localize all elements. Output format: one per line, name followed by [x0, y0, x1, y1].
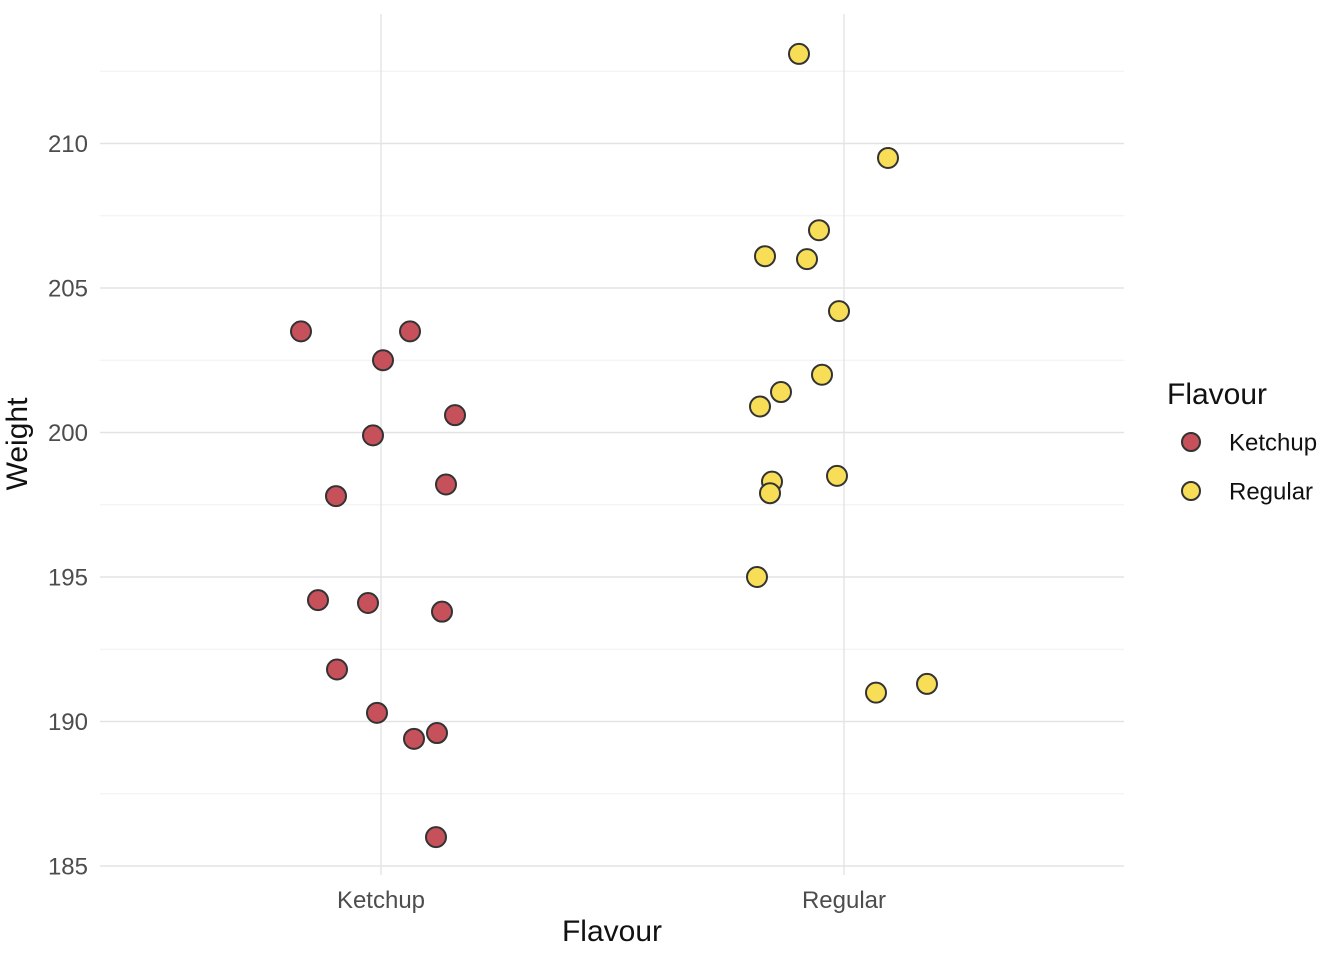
data-points — [290, 42, 938, 849]
data-point-regular — [828, 300, 850, 323]
y-tick-label: 190 — [48, 709, 88, 736]
data-point-regular — [826, 464, 848, 487]
data-point-ketchup — [366, 701, 388, 724]
y-axis-title: Weight — [1, 397, 34, 490]
data-point-regular — [788, 42, 810, 65]
data-point-regular — [808, 219, 830, 242]
y-tick-label: 205 — [48, 276, 88, 303]
x-axis-title: Flavour — [562, 915, 662, 948]
data-point-ketchup — [357, 592, 379, 615]
data-point-ketchup — [426, 722, 448, 745]
data-point-ketchup — [444, 404, 466, 427]
x-tick-label-ketchup: Ketchup — [337, 887, 425, 914]
data-point-regular — [746, 566, 768, 588]
data-point-ketchup — [435, 473, 457, 496]
data-point-ketchup — [403, 727, 425, 750]
x-tick-label-regular: Regular — [802, 887, 886, 914]
data-point-regular — [749, 395, 771, 418]
y-tick-label: 195 — [48, 565, 88, 592]
data-point-regular — [877, 146, 899, 169]
y-tick-label: 185 — [48, 854, 88, 881]
legend-key-regular-icon — [1181, 481, 1201, 501]
data-point-regular — [916, 672, 938, 695]
data-point-regular — [770, 381, 792, 404]
data-point-ketchup — [325, 485, 347, 508]
data-point-regular — [754, 245, 776, 268]
y-tick-label: 200 — [48, 420, 88, 447]
data-point-ketchup — [399, 320, 421, 343]
data-point-ketchup — [425, 826, 447, 849]
data-point-ketchup — [290, 320, 312, 343]
data-point-regular — [811, 363, 833, 386]
data-point-ketchup — [307, 589, 329, 612]
x-axis-tick-labels: Ketchup Regular — [337, 887, 886, 914]
legend-key-ketchup-icon — [1181, 432, 1201, 452]
legend-label-ketchup: Ketchup — [1229, 430, 1317, 457]
data-point-ketchup — [372, 349, 394, 372]
gridlines-minor — [100, 70, 1124, 795]
data-point-ketchup — [431, 600, 453, 623]
legend: Flavour Ketchup Regular — [1167, 378, 1317, 506]
data-point-regular — [796, 248, 818, 271]
y-tick-label: 210 — [48, 131, 88, 158]
y-axis-tick-labels: 185 190 195 200 205 210 — [48, 131, 88, 881]
data-point-ketchup — [326, 658, 348, 681]
data-point-regular — [865, 681, 887, 704]
legend-entries: Ketchup Regular — [1181, 430, 1317, 506]
data-point-ketchup — [362, 424, 384, 447]
legend-title: Flavour — [1167, 378, 1267, 411]
data-point-regular — [759, 482, 781, 505]
legend-label-regular: Regular — [1229, 479, 1313, 506]
gridlines-major — [100, 14, 1124, 875]
